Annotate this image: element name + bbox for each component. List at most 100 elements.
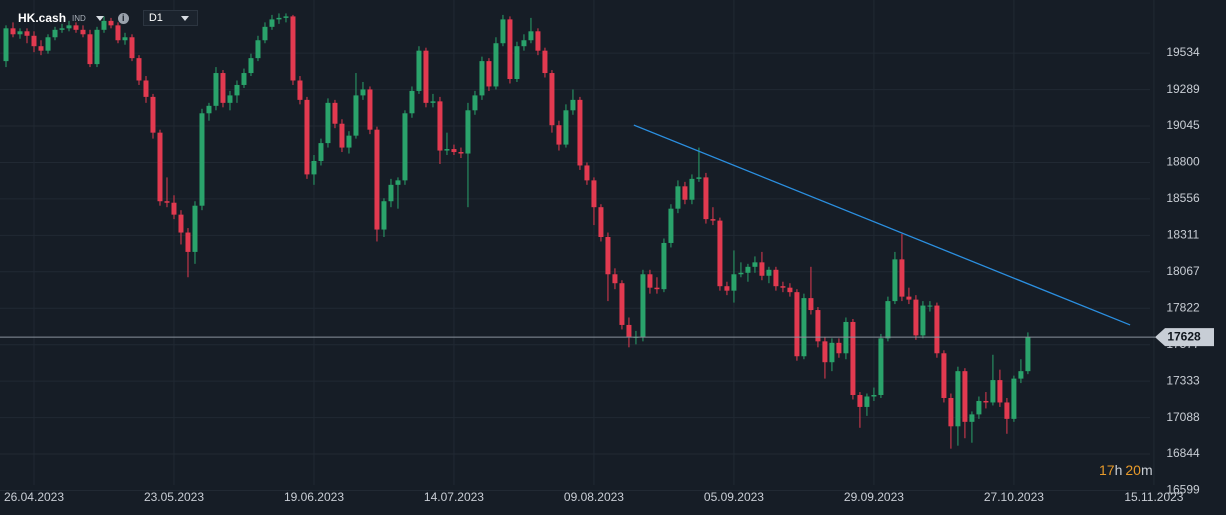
candle-body <box>1018 371 1024 379</box>
y-tick-label: 16844 <box>1166 446 1200 460</box>
y-tick-label: 17822 <box>1166 300 1200 314</box>
candle-body <box>220 73 226 103</box>
symbol[interactable]: HK.cash <box>18 11 67 25</box>
candle-body <box>871 395 877 397</box>
info-icon[interactable]: i <box>117 12 129 24</box>
candle-body <box>10 28 16 35</box>
candle-body <box>703 177 709 220</box>
candle-body <box>234 84 240 96</box>
candle-body <box>822 341 828 363</box>
candle-body <box>31 35 37 47</box>
candle-body <box>710 219 716 221</box>
x-tick-label: 19.06.2023 <box>284 490 344 504</box>
candle-body <box>521 40 527 47</box>
candle-body <box>444 149 450 151</box>
candle-body <box>479 61 485 96</box>
candle-body <box>3 28 9 62</box>
candle-body <box>395 180 401 185</box>
price-label-box <box>1155 328 1214 347</box>
x-tick-label: 29.09.2023 <box>844 490 904 504</box>
candle-body <box>416 50 422 91</box>
candle-body <box>507 19 513 80</box>
candle-body <box>206 105 212 114</box>
candle-body <box>465 110 471 154</box>
candle-body <box>185 232 191 252</box>
candle-body <box>248 58 254 74</box>
candle-body <box>969 414 975 422</box>
timeframe-select[interactable]: D1 <box>142 10 198 26</box>
candle-body <box>696 177 702 179</box>
candle-body <box>794 292 800 357</box>
candle-body <box>157 132 163 202</box>
countdown-minutes: 20 <box>1125 462 1141 478</box>
candle-body <box>836 342 842 354</box>
candle-body <box>717 220 723 287</box>
candle-body <box>402 113 408 181</box>
candle-body <box>1004 402 1010 419</box>
candle-body <box>766 269 772 276</box>
candle-body <box>535 31 541 51</box>
candle-body <box>801 298 807 357</box>
candle-body <box>661 242 667 290</box>
candle-body <box>381 201 387 230</box>
candle-body <box>549 73 555 126</box>
y-tick-label: 18311 <box>1167 228 1200 242</box>
candle-body <box>80 29 86 35</box>
header: HK.cash IND i D1 <box>18 10 198 26</box>
candle-body <box>906 296 912 300</box>
candle-body <box>360 89 366 96</box>
candle-body <box>528 31 534 41</box>
candle-body <box>934 305 940 354</box>
candle-body <box>570 99 576 111</box>
candle-body <box>178 214 184 233</box>
candle-body <box>682 186 688 200</box>
candle-body <box>612 274 618 284</box>
candle-body <box>1025 337 1031 372</box>
candle-body <box>409 90 415 114</box>
x-tick-label: 23.05.2023 <box>144 490 204 504</box>
x-tick-label: 27.10.2023 <box>984 490 1044 504</box>
candle-body <box>52 29 58 38</box>
timeframe-dropdown <box>180 15 189 21</box>
candle-body <box>864 396 870 407</box>
candle-body <box>878 338 884 396</box>
candle-body <box>829 342 835 363</box>
candle-body <box>745 266 751 273</box>
candle-body <box>17 31 23 35</box>
candle-body <box>423 50 429 103</box>
candle-body <box>136 58 142 81</box>
candle-body <box>339 123 345 148</box>
candle-body <box>458 152 464 154</box>
candle-body <box>948 397 954 427</box>
candle-body <box>472 95 478 111</box>
x-tick-label: 05.09.2023 <box>704 490 764 504</box>
x-tick-label: 14.07.2023 <box>424 490 484 504</box>
candle-body <box>927 305 933 307</box>
candle-body <box>759 262 765 276</box>
candle-body <box>59 28 65 30</box>
candle-body <box>542 50 548 74</box>
candle-body <box>976 400 982 415</box>
y-tick-label: 17333 <box>1166 373 1200 387</box>
candle-body <box>332 102 338 124</box>
candle-body <box>654 287 660 290</box>
countdown-hours: 17 <box>1099 462 1115 478</box>
candle-body <box>598 207 604 238</box>
symbol-dropdown[interactable] <box>95 15 104 21</box>
countdown: 17h 20m <box>1099 462 1156 478</box>
candle-body <box>899 259 905 297</box>
candle-body <box>101 20 107 30</box>
candle-body <box>115 25 121 41</box>
candle-body <box>87 34 93 65</box>
candle-body <box>500 19 506 44</box>
candle-body <box>276 17 282 20</box>
candle-body <box>129 37 135 59</box>
countdown-unit: m <box>1140 462 1153 478</box>
y-tick-label: 18800 <box>1166 155 1200 169</box>
candle-body <box>311 160 317 175</box>
candle-body <box>920 305 926 336</box>
candle-body <box>437 101 443 151</box>
y-tick-label: 19045 <box>1166 118 1200 132</box>
